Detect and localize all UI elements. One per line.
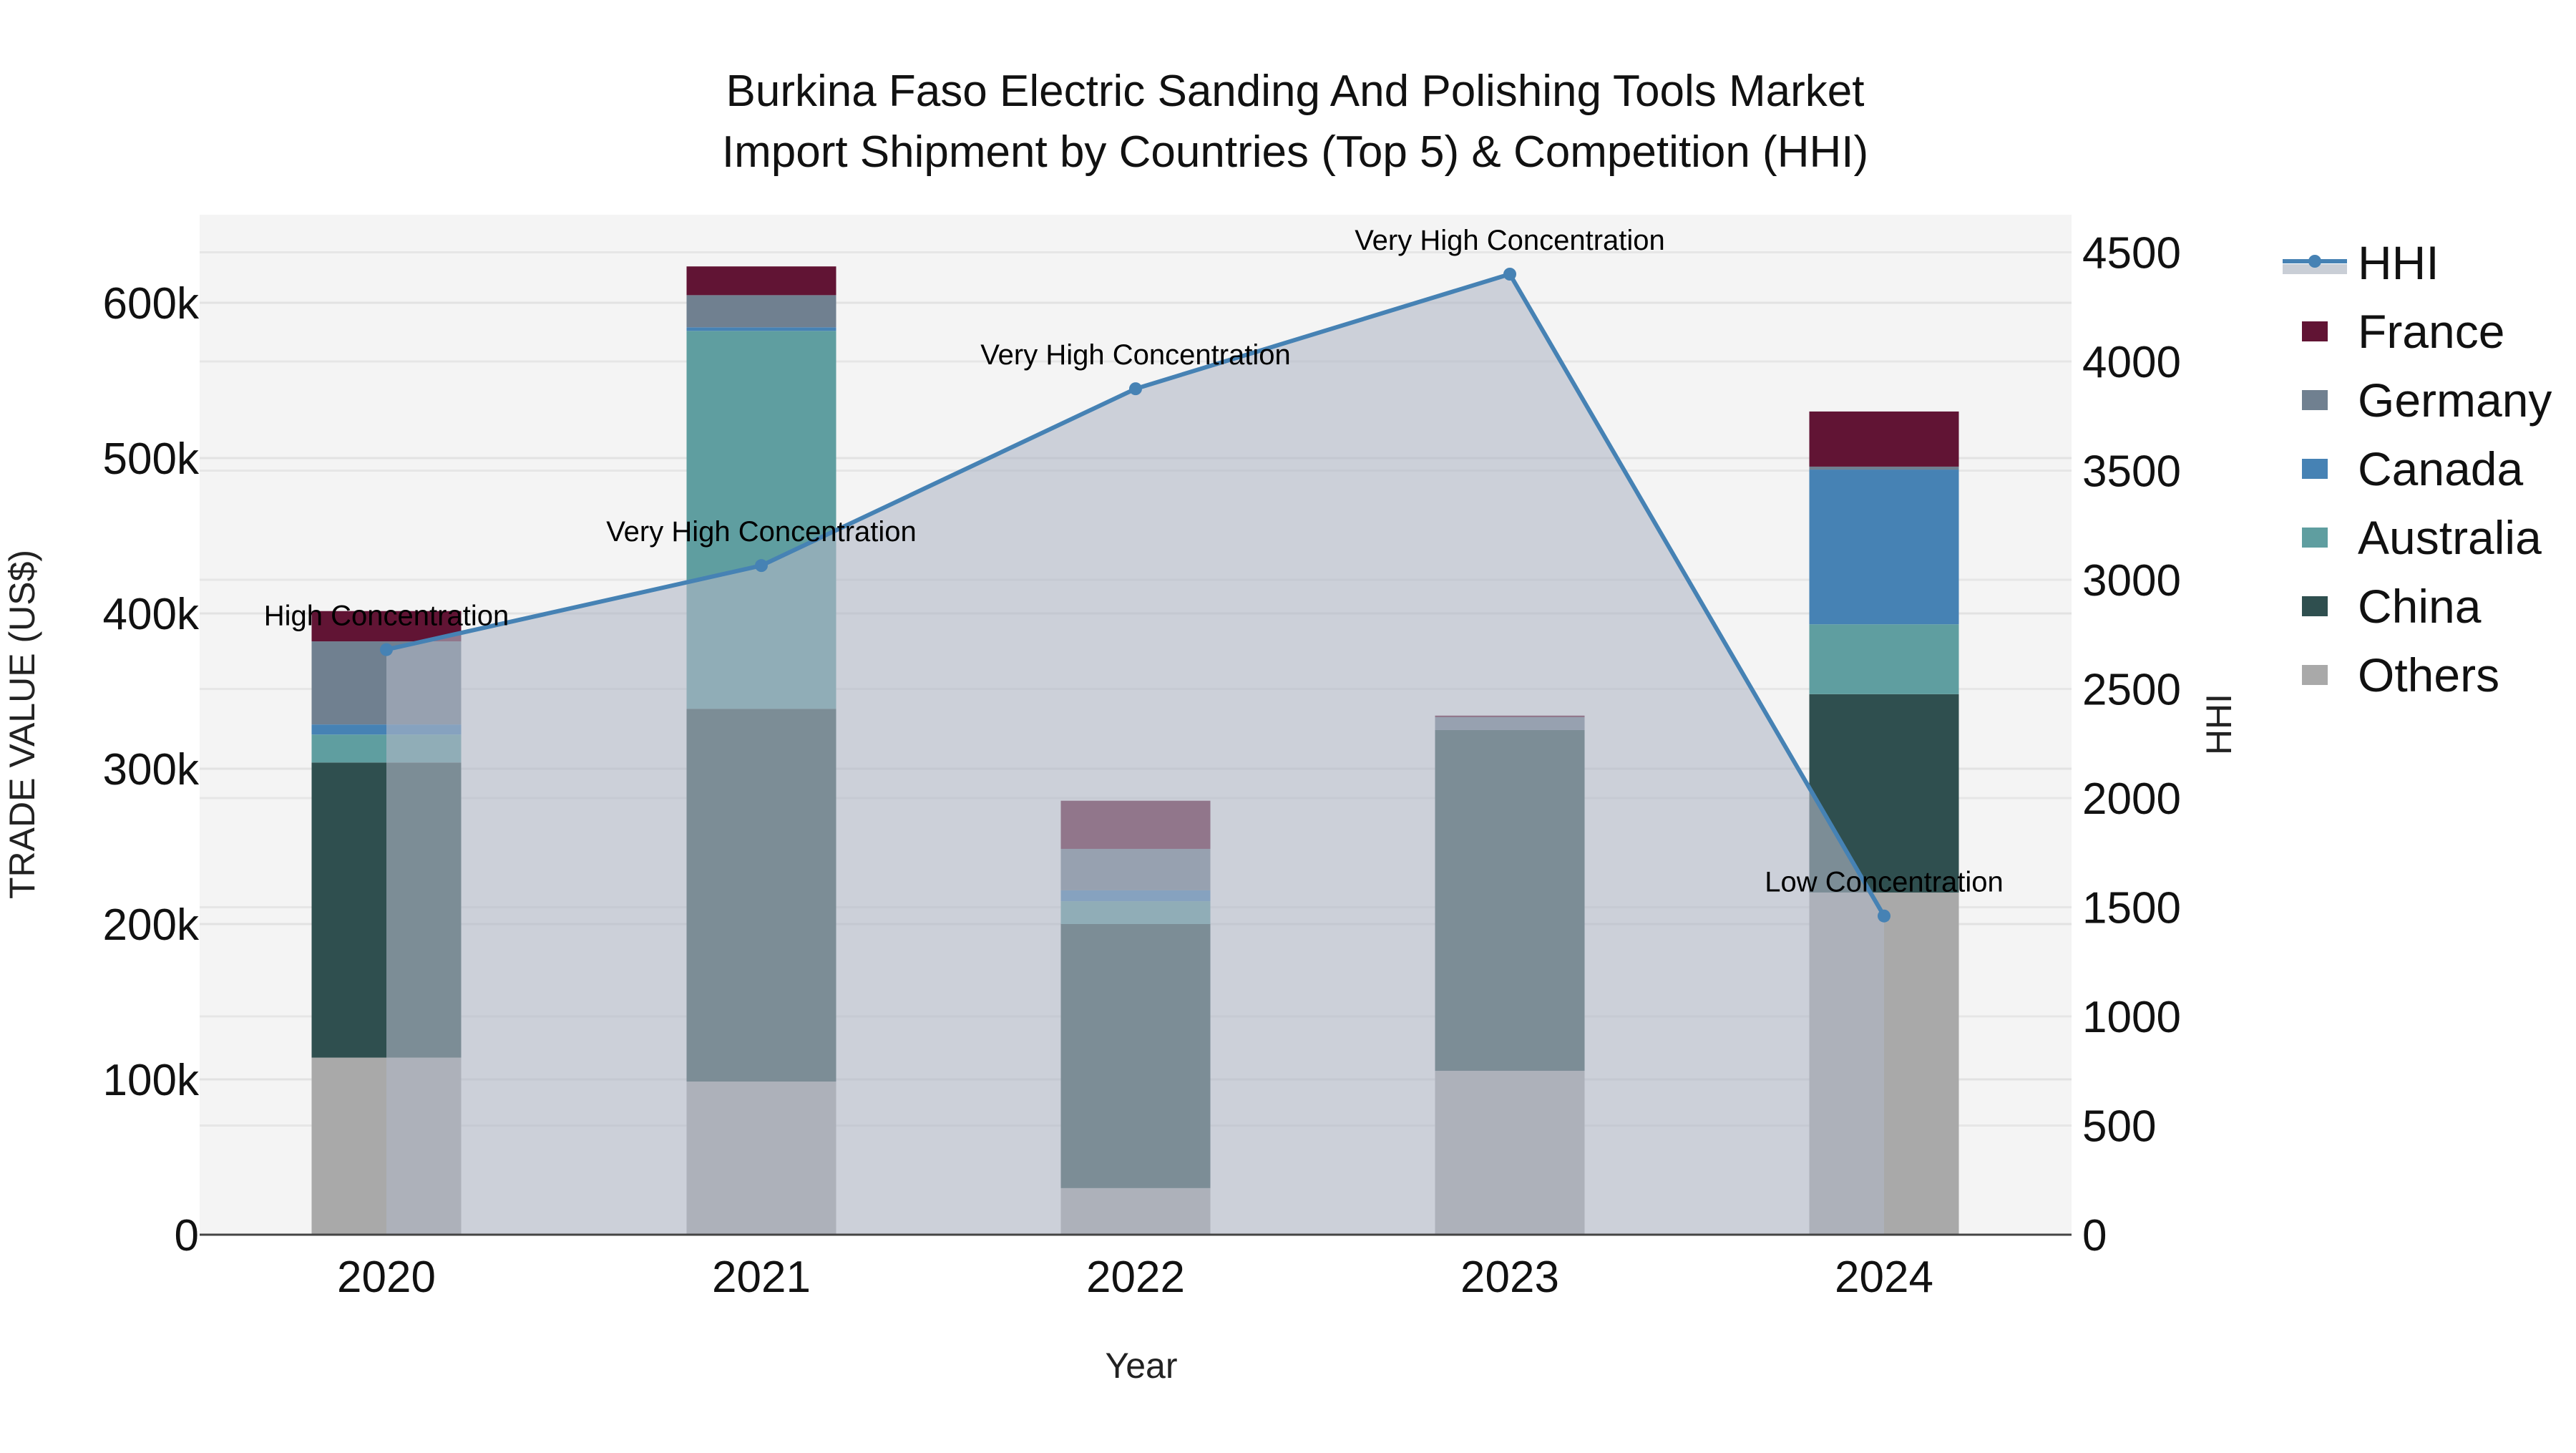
legend-label: HHI <box>2358 236 2439 289</box>
y-right-tick-label: 2500 <box>2082 666 2181 715</box>
y-left-tick-label: 600k <box>103 279 200 329</box>
bar-segment-germany-2024[interactable] <box>1809 466 1959 470</box>
hhi-annotation-2020: High Concentration <box>264 601 509 632</box>
axis-ticks: 0 100k 200k 300k 400k 500k 600k 0 500 1000 1500 200… <box>103 229 2181 1303</box>
legend-label: Australia <box>2358 511 2542 564</box>
hhi-legend-marker-icon <box>2308 255 2321 268</box>
legend-item-france[interactable]: France <box>2302 305 2504 358</box>
chart-title-line-2: Import Shipment by Countries (Top 5) & C… <box>722 127 1868 177</box>
x-tick-label-2021: 2021 <box>712 1253 811 1302</box>
y-right-tick-label: 2000 <box>2082 774 2181 824</box>
y-left-tick-label: 300k <box>103 745 200 794</box>
hhi-series <box>380 268 1890 1235</box>
y-axis-right-title: HHI <box>2199 694 2239 755</box>
legend-label: Canada <box>2358 442 2523 495</box>
x-tick-label-2024: 2024 <box>1835 1253 1933 1302</box>
hhi-marker-2024[interactable] <box>1878 909 1890 923</box>
bar-stack-2024[interactable] <box>1809 411 1959 1235</box>
legend-label: Others <box>2358 648 2499 701</box>
hhi-annotation-2024: Low Concentration <box>1765 867 2004 898</box>
y-right-tick-label: 0 <box>2082 1211 2107 1260</box>
chart-title-line-1: Burkina Faso Electric Sanding And Polish… <box>726 67 1864 116</box>
hhi-marker-2023[interactable] <box>1503 268 1516 281</box>
bar-segment-australia-2024[interactable] <box>1809 624 1959 694</box>
hhi-legend-area-icon <box>2283 264 2347 274</box>
legend-item-china[interactable]: China <box>2302 580 2482 633</box>
hhi-annotation-2021: Very High Concentration <box>606 516 917 548</box>
hhi-annotation-2022: Very High Concentration <box>980 339 1291 371</box>
bar-segment-france-2021[interactable] <box>686 266 836 296</box>
bar-segment-canada-2021[interactable] <box>686 327 836 331</box>
y-right-tick-label: 3500 <box>2082 447 2181 497</box>
x-tick-label-2020: 2020 <box>337 1253 436 1302</box>
x-tick-label-2023: 2023 <box>1460 1253 1559 1302</box>
legend-swatch-icon <box>2302 665 2328 685</box>
y-right-tick-label: 500 <box>2082 1102 2156 1152</box>
hhi-marker-2020[interactable] <box>380 643 393 656</box>
y-axis-left-title: TRADE VALUE (US$) <box>2 550 42 899</box>
legend-swatch-icon <box>2302 390 2328 410</box>
legend-swatch-icon <box>2302 321 2328 341</box>
legend-swatch-icon <box>2302 596 2328 616</box>
y-right-tick-label: 1000 <box>2082 993 2181 1042</box>
legend-label: Germany <box>2358 374 2552 427</box>
y-right-tick-label: 4000 <box>2082 338 2181 387</box>
legend-item-canada[interactable]: Canada <box>2302 442 2523 495</box>
legend-item-others[interactable]: Others <box>2302 648 2499 701</box>
legend-label: China <box>2358 580 2482 633</box>
y-right-tick-label: 1500 <box>2082 884 2181 933</box>
legend-item-hhi[interactable]: HHI <box>2283 236 2439 289</box>
legend-label: France <box>2358 305 2504 358</box>
y-right-tick-label: 3000 <box>2082 556 2181 606</box>
legend-swatch-icon <box>2302 528 2328 548</box>
legend: HHI France Germany Canada Australia China Othe… <box>2283 236 2552 701</box>
y-left-tick-label: 0 <box>175 1211 199 1260</box>
hhi-marker-2022[interactable] <box>1129 382 1142 396</box>
bar-segment-canada-2024[interactable] <box>1809 470 1959 625</box>
hhi-marker-2021[interactable] <box>755 559 768 573</box>
bar-segment-germany-2021[interactable] <box>686 295 836 328</box>
legend-item-germany[interactable]: Germany <box>2302 374 2552 427</box>
y-right-tick-label: 4500 <box>2082 229 2181 278</box>
hhi-annotations: High Concentration Very High Concentratio… <box>264 225 2004 898</box>
hhi-annotation-2023: Very High Concentration <box>1355 225 1665 256</box>
y-left-tick-label: 500k <box>103 434 200 484</box>
legend-item-australia[interactable]: Australia <box>2302 511 2542 564</box>
y-left-tick-label: 200k <box>103 900 200 950</box>
y-left-tick-label: 400k <box>103 590 200 639</box>
x-tick-label-2022: 2022 <box>1086 1253 1185 1302</box>
legend-swatch-icon <box>2302 459 2328 479</box>
bar-segment-france-2024[interactable] <box>1809 411 1959 467</box>
x-axis-title: Year <box>1105 1346 1177 1386</box>
hhi-area-fill <box>386 274 1884 1235</box>
y-left-tick-label: 100k <box>103 1056 200 1105</box>
